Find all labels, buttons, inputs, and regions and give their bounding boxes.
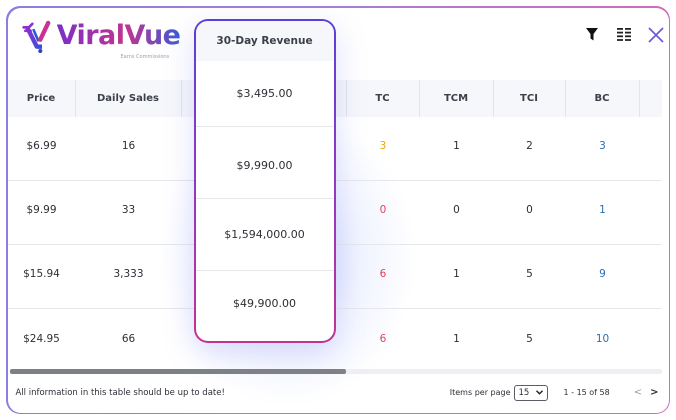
brand-tagline: Earns Commissions	[120, 53, 170, 60]
cell-30-day-revenue: $49,900.00	[233, 297, 296, 310]
columns-button[interactable]	[615, 26, 633, 44]
items-per-page-label: Items per page	[449, 388, 511, 397]
column-header-tc[interactable]: TC	[347, 79, 420, 117]
column-header-extra	[640, 80, 662, 117]
viralvue-logo-icon	[21, 20, 50, 53]
filter-icon	[585, 28, 598, 41]
cell-tci: 5	[526, 268, 533, 280]
cell-tci: 5	[526, 332, 533, 345]
cell-bc[interactable]: 3	[599, 140, 606, 152]
highlighted-column-body: 30-Day Revenue $3,495.00 $9,990.00 $1,59…	[195, 20, 334, 341]
horizontal-scrollbar[interactable]	[9, 368, 662, 374]
cell-30-day-revenue: $9,990.00	[195, 127, 334, 199]
next-page-button[interactable]: >	[650, 387, 659, 398]
cell-price: $6.99	[26, 140, 57, 152]
cell-bc[interactable]: 1	[599, 204, 606, 216]
column-header-bc[interactable]: BC	[566, 79, 640, 117]
cell-daily-sales: 16	[121, 140, 136, 152]
cell-bc[interactable]: 10	[595, 332, 610, 345]
cell-tci: 0	[526, 204, 533, 216]
columns-icon	[616, 28, 631, 41]
column-header-tci[interactable]: TCI	[494, 79, 566, 117]
cell-30-day-revenue: $1,594,000.00	[195, 199, 334, 271]
cell-tci: 2	[526, 140, 533, 152]
data-table: Price Daily Sales TC TCM TCI BC $6.99 16…	[7, 79, 668, 373]
column-header-30-day-revenue-slot	[182, 79, 347, 117]
cell-tcm: 1	[453, 268, 460, 280]
cell-tc: 6	[379, 332, 387, 345]
items-per-page-select[interactable]: 15	[513, 384, 548, 401]
column-header-price[interactable]: Price	[8, 79, 76, 117]
cell-tcm: 1	[453, 332, 460, 345]
cell-daily-sales: 33	[121, 204, 136, 216]
filter-button[interactable]	[583, 26, 601, 44]
modal-frame: ViralVue Earns Commissions	[6, 6, 670, 414]
column-header-daily-sales[interactable]: Daily Sales	[76, 79, 182, 117]
table-toolbar	[583, 26, 665, 44]
cell-bc[interactable]: 9	[599, 268, 606, 280]
chevron-down-icon	[535, 390, 543, 395]
highlighted-column-card: 30-Day Revenue $3,495.00 $9,990.00 $1,59…	[193, 18, 336, 343]
paginator: Items per page 15 1 - 15 of 58 < >	[449, 384, 659, 401]
brand-name: ViralVue	[56, 19, 181, 51]
cell-price: $9.99	[26, 204, 57, 216]
close-button[interactable]	[647, 26, 665, 44]
brand-logo: ViralVue Earns Commissions	[21, 18, 181, 64]
table-footer-note: All information in this table should be …	[15, 387, 225, 398]
cell-tcm: 0	[453, 204, 460, 216]
column-header-30-day-revenue[interactable]: 30-Day Revenue	[195, 20, 334, 61]
column-header-tcm[interactable]: TCM	[420, 79, 494, 117]
cell-daily-sales: 66	[121, 332, 136, 345]
cell-tc: 6	[379, 268, 387, 280]
scrollbar-thumb[interactable]	[9, 368, 346, 374]
table-row[interactable]: $24.95 66 6 1 5 10	[8, 309, 662, 373]
modal-panel: ViralVue Earns Commissions	[7, 7, 669, 413]
cell-tc: 3	[379, 140, 387, 152]
items-per-page-value: 15	[518, 387, 530, 398]
cell-daily-sales: 3,333	[113, 268, 144, 280]
cell-price: $24.95	[23, 332, 60, 345]
close-icon	[647, 26, 664, 43]
cell-price: $15.94	[23, 268, 60, 280]
cell-30-day-revenue: $3,495.00	[195, 61, 334, 127]
cell-tcm: 1	[453, 140, 460, 152]
previous-page-button[interactable]: <	[633, 387, 643, 398]
page-range: 1 - 15 of 58	[563, 388, 610, 397]
cell-tc: 0	[379, 204, 387, 216]
